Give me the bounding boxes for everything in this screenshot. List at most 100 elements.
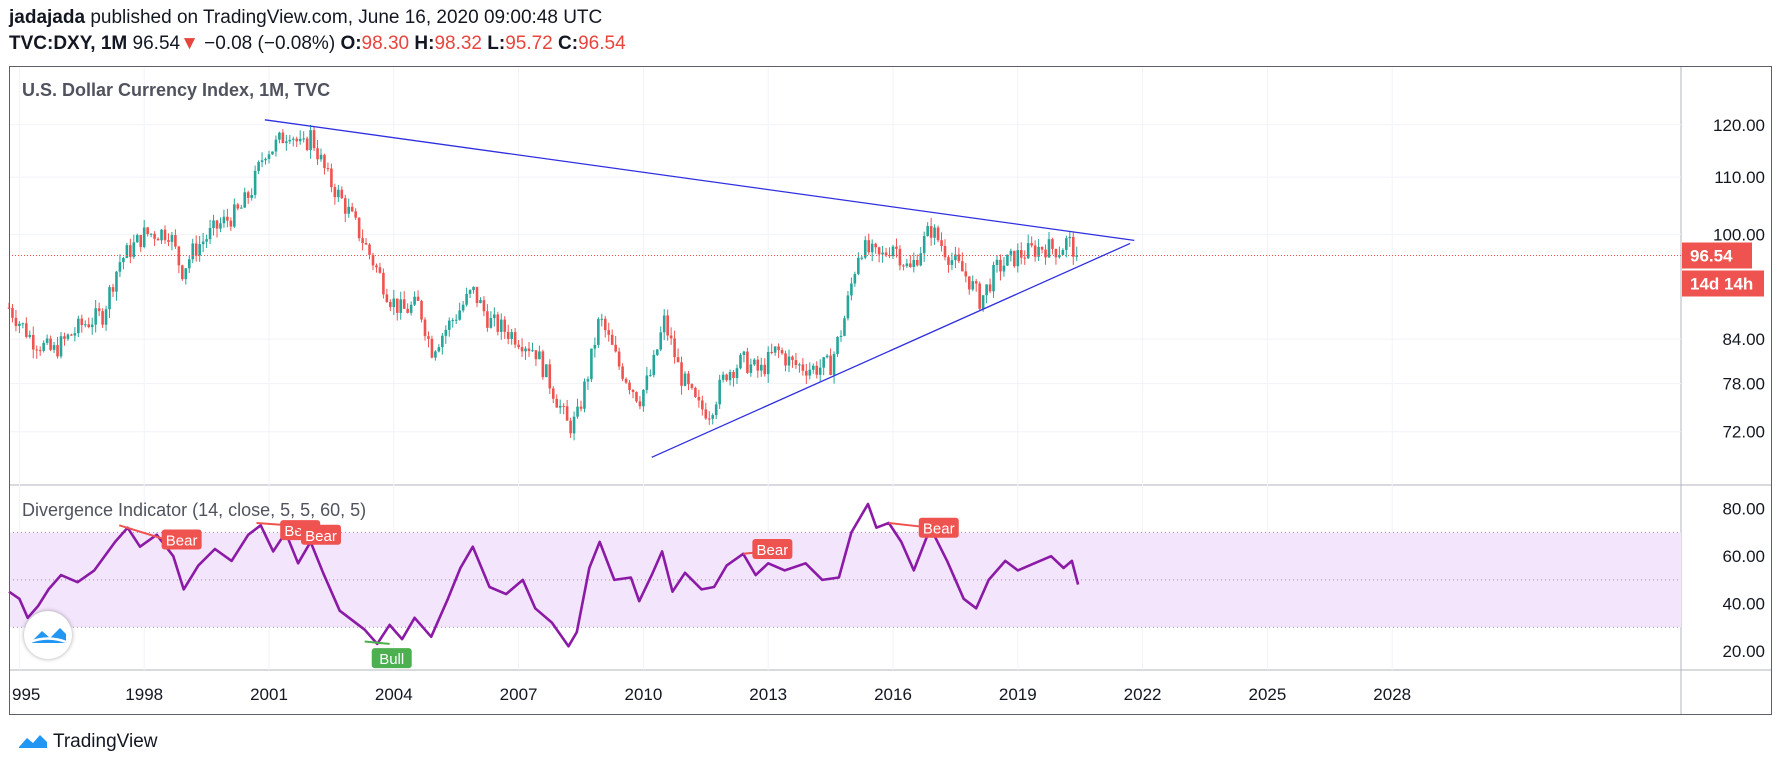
candle-body (524, 348, 527, 352)
candle-body (513, 332, 517, 345)
candle-body (1044, 249, 1047, 258)
candle-body (520, 347, 524, 352)
candle-body (1030, 243, 1033, 246)
high-label: H: (414, 33, 435, 54)
candle-body (531, 350, 534, 352)
candle-body (350, 206, 354, 212)
candle-body (441, 335, 444, 348)
candle-body (354, 211, 357, 218)
candle-body (919, 253, 923, 266)
brand-name: TradingView (52, 731, 158, 752)
x-tick-label: 1998 (125, 685, 163, 704)
candle-body (205, 239, 208, 242)
candle-body (891, 246, 895, 257)
candle-body (877, 247, 881, 255)
candle-body (420, 300, 423, 320)
candle-body (912, 259, 916, 268)
x-tick-label: 2013 (749, 685, 787, 704)
candle-body (219, 223, 222, 229)
candle-body (49, 338, 52, 350)
candle-body (472, 286, 475, 291)
down-arrow-icon: ▼ (180, 33, 199, 54)
candle-body (257, 162, 260, 171)
candle-body (1016, 250, 1020, 267)
candle-body (167, 240, 170, 242)
candle-body (59, 336, 63, 357)
candle-body (603, 318, 607, 331)
countdown-badge-text: 14d 14h (1690, 275, 1753, 294)
candle-body (836, 336, 839, 355)
candle-body (482, 300, 486, 312)
candle-body (111, 287, 115, 292)
candle-body (957, 254, 961, 262)
candle-body (1068, 236, 1072, 239)
candle-body (461, 304, 465, 311)
candle-body (794, 360, 798, 366)
candle-body (701, 400, 704, 410)
candle-body (666, 315, 669, 336)
candle-body (187, 259, 191, 269)
trendline (264, 119, 1135, 242)
candle-body (271, 151, 274, 155)
candle-body (402, 299, 406, 309)
candle-body (850, 283, 853, 296)
candle-body (593, 344, 597, 349)
open-value: 98.30 (361, 33, 410, 54)
candle-body (1019, 250, 1023, 258)
candle-body (364, 243, 368, 245)
candle-body (1075, 255, 1079, 257)
candle-body (333, 187, 337, 198)
candle-body (978, 283, 981, 309)
candle-body (233, 204, 236, 227)
divergence-label: Bear (305, 528, 337, 545)
footer-brand[interactable]: TradingView (18, 730, 158, 753)
candle-body (541, 351, 545, 378)
candle-body (728, 371, 732, 381)
candle-body (389, 301, 392, 308)
author-name[interactable]: jadajada (9, 7, 86, 28)
candle-body (312, 130, 316, 149)
candle-body (732, 371, 735, 379)
candle-body (756, 359, 760, 371)
candle-body (260, 160, 264, 163)
candle-body (437, 347, 441, 352)
candle-body (160, 229, 163, 241)
candle-body (1058, 254, 1061, 258)
candle-body (25, 323, 28, 337)
candle-body (479, 300, 482, 304)
candle-body (985, 284, 988, 296)
candle-body (680, 362, 683, 386)
candle-body (399, 299, 403, 313)
candle-body (226, 216, 229, 221)
candle-body (503, 319, 507, 332)
main-pane-title: U.S. Dollar Currency Index, 1M, TVC (22, 80, 331, 100)
candle-body (825, 355, 829, 358)
tradingview-watermark-icon[interactable] (24, 611, 72, 659)
candle-body (867, 240, 871, 253)
candle-body (1026, 243, 1030, 259)
candle-body (309, 130, 312, 151)
candle-body (305, 138, 309, 151)
y-tick-label: 72.00 (1722, 423, 1765, 442)
candle-body (486, 311, 489, 328)
candle-body (416, 296, 420, 301)
candle-body (1061, 250, 1065, 255)
candle-body (1071, 236, 1075, 257)
candle-body (739, 355, 742, 369)
candle-body (811, 365, 815, 370)
candle-body (38, 350, 42, 352)
candle-body (1023, 257, 1027, 259)
candle-body (829, 355, 832, 375)
candle-body (194, 243, 198, 256)
candle-body (295, 138, 299, 142)
candle-body (614, 344, 617, 352)
candle-body (676, 357, 680, 363)
candle-body (285, 141, 288, 144)
candle-body (583, 381, 586, 409)
candle-body (635, 392, 638, 402)
candle-body (70, 334, 73, 336)
x-tick-label: 2010 (624, 685, 662, 704)
candle-body (274, 139, 278, 152)
candle-body (697, 396, 701, 401)
